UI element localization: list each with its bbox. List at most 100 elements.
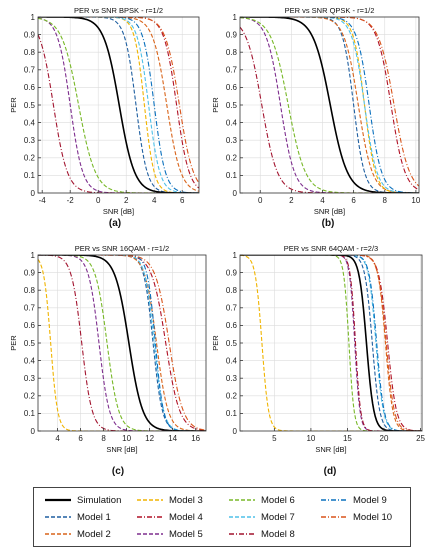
legend-swatch [321, 516, 347, 518]
y-tick-label: 0.3 [226, 136, 238, 145]
y-axis-label: PER [9, 335, 18, 351]
y-tick-label: 0.7 [24, 304, 36, 313]
y-tick-label: 1 [233, 13, 238, 22]
legend-item-sim: Simulation [44, 493, 121, 507]
x-tick-label: 14 [168, 434, 177, 443]
y-tick-label: 0.5 [24, 339, 36, 348]
legend-label: Model 2 [77, 528, 111, 540]
subfigure-caption: (d) [324, 466, 337, 477]
y-tick-label: 0.8 [24, 286, 36, 295]
legend-label: Model 6 [261, 494, 295, 506]
x-tick-label: 6 [180, 196, 185, 205]
y-tick-label: 0.1 [24, 409, 36, 418]
legend-label: Model 3 [169, 494, 203, 506]
x-tick-label: 25 [416, 434, 425, 443]
legend-swatch [321, 499, 347, 501]
y-axis-label: PER [9, 97, 18, 113]
chart-c: 4 6 8 10 12 14 16 0 0.1 0.2 0.3 0.4 0.5 0.6 0.7 0.8 0.9 1… [9, 244, 207, 477]
y-tick-label: 0.1 [226, 171, 238, 180]
y-tick-label: 0.9 [226, 268, 238, 277]
y-tick-label: 0 [233, 189, 238, 198]
y-tick-label: 1 [31, 251, 36, 260]
series-line-m8 [38, 34, 199, 193]
chart-title: PER vs SNR BPSK - r=1/2 [74, 6, 163, 15]
legend-item-m5: Model 5 [136, 527, 203, 541]
legend-item-m9: Model 9 [320, 493, 387, 507]
x-tick-label: 6 [351, 196, 356, 205]
x-tick-label: -4 [39, 196, 47, 205]
legend-swatch [45, 533, 71, 535]
x-tick-label: 4 [320, 196, 325, 205]
y-tick-label: 0.2 [24, 154, 36, 163]
chart-b: 0 2 4 6 8 10 0 0.1 0.2 0.3 0.4 0.5 0.6 0.7 0.8 0.9 1 PER … [211, 6, 421, 229]
series-line-m6 [38, 255, 206, 431]
x-tick-label: -2 [67, 196, 75, 205]
legend-label: Model 10 [353, 511, 393, 523]
legend-swatch [137, 499, 163, 501]
legend-item-m10: Model 10 [320, 510, 392, 524]
y-tick-label: 0.6 [24, 83, 36, 92]
series-line-m3 [240, 17, 419, 193]
legend-label: Model 7 [261, 511, 295, 523]
chart-d: 5 10 15 20 25 0 0.1 0.2 0.3 0.4 0.5 0.6 0.7 0.8 0.9 1 PE… [211, 244, 426, 477]
legend-swatch [229, 516, 255, 518]
x-tick-label: 20 [380, 434, 389, 443]
figure-canvas: -4 -2 0 2 4 6 0 0.1 0.2 0.3 0.4 0.5 0.6 0.7 0.8 0.9 1 PER… [9, 6, 426, 477]
y-tick-label: 0.2 [226, 154, 238, 163]
legend: Simulation Model 3 Model 6 Model 9 Model 1 Mo… [33, 487, 411, 547]
legend-swatch [137, 516, 163, 518]
x-tick-label: 2 [289, 196, 294, 205]
x-tick-label: 0 [258, 196, 263, 205]
y-axis-label: PER [211, 97, 220, 113]
y-tick-label: 0.7 [226, 66, 238, 75]
legend-label: Model 1 [77, 511, 111, 523]
y-tick-label: 1 [233, 251, 238, 260]
x-tick-label: 8 [383, 196, 388, 205]
y-tick-label: 0.3 [24, 374, 36, 383]
x-tick-label: 10 [411, 196, 420, 205]
chart-title: PER vs SNR QPSK - r=1/2 [285, 6, 375, 15]
y-tick-label: 0.6 [226, 321, 238, 330]
y-tick-label: 0.8 [24, 48, 36, 57]
chart-a: -4 -2 0 2 4 6 0 0.1 0.2 0.3 0.4 0.5 0.6 0.7 0.8 0.9 1 PER… [9, 6, 200, 229]
y-tick-label: 0.7 [24, 66, 36, 75]
y-tick-label: 0.4 [24, 118, 36, 127]
x-axis-label: SNR [dB] [103, 207, 134, 216]
y-tick-label: 0 [31, 189, 36, 198]
x-tick-label: 8 [101, 434, 106, 443]
subfigure-caption: (a) [109, 218, 121, 229]
legend-swatch [229, 499, 255, 501]
chart-title: PER vs SNR 16QAM - r=1/2 [75, 244, 169, 253]
legend-swatch [229, 533, 255, 535]
series-line-m10 [240, 255, 422, 431]
legend-swatch [137, 533, 163, 535]
x-tick-label: 2 [124, 196, 129, 205]
legend-label: Simulation [77, 494, 122, 506]
y-tick-label: 0 [233, 427, 238, 436]
series-line-m6 [38, 17, 199, 193]
legend-label: Model 9 [353, 494, 387, 506]
subfigure-caption: (c) [112, 466, 124, 477]
legend-swatch [45, 516, 71, 518]
series-line-m2 [240, 255, 422, 431]
y-tick-label: 0.9 [24, 268, 36, 277]
legend-item-m8: Model 8 [228, 527, 295, 541]
subfigure-caption: (b) [322, 218, 335, 229]
legend-label: Model 4 [169, 511, 203, 523]
y-tick-label: 0.9 [226, 30, 238, 39]
x-axis-label: SNR [dB] [314, 207, 345, 216]
y-tick-label: 0 [31, 427, 36, 436]
y-tick-label: 0.4 [226, 118, 238, 127]
x-tick-label: 4 [55, 434, 60, 443]
x-tick-label: 0 [96, 196, 101, 205]
series-line-m4 [240, 17, 419, 191]
legend-item-m1: Model 1 [44, 510, 111, 524]
y-tick-label: 0.4 [226, 356, 238, 365]
y-tick-label: 1 [31, 13, 36, 22]
y-tick-label: 0.3 [24, 136, 36, 145]
y-tick-label: 0.5 [226, 339, 238, 348]
series-line-m9 [240, 255, 422, 431]
y-tick-label: 0.1 [24, 171, 36, 180]
legend-item-m3: Model 3 [136, 493, 203, 507]
y-tick-label: 0.9 [24, 30, 36, 39]
